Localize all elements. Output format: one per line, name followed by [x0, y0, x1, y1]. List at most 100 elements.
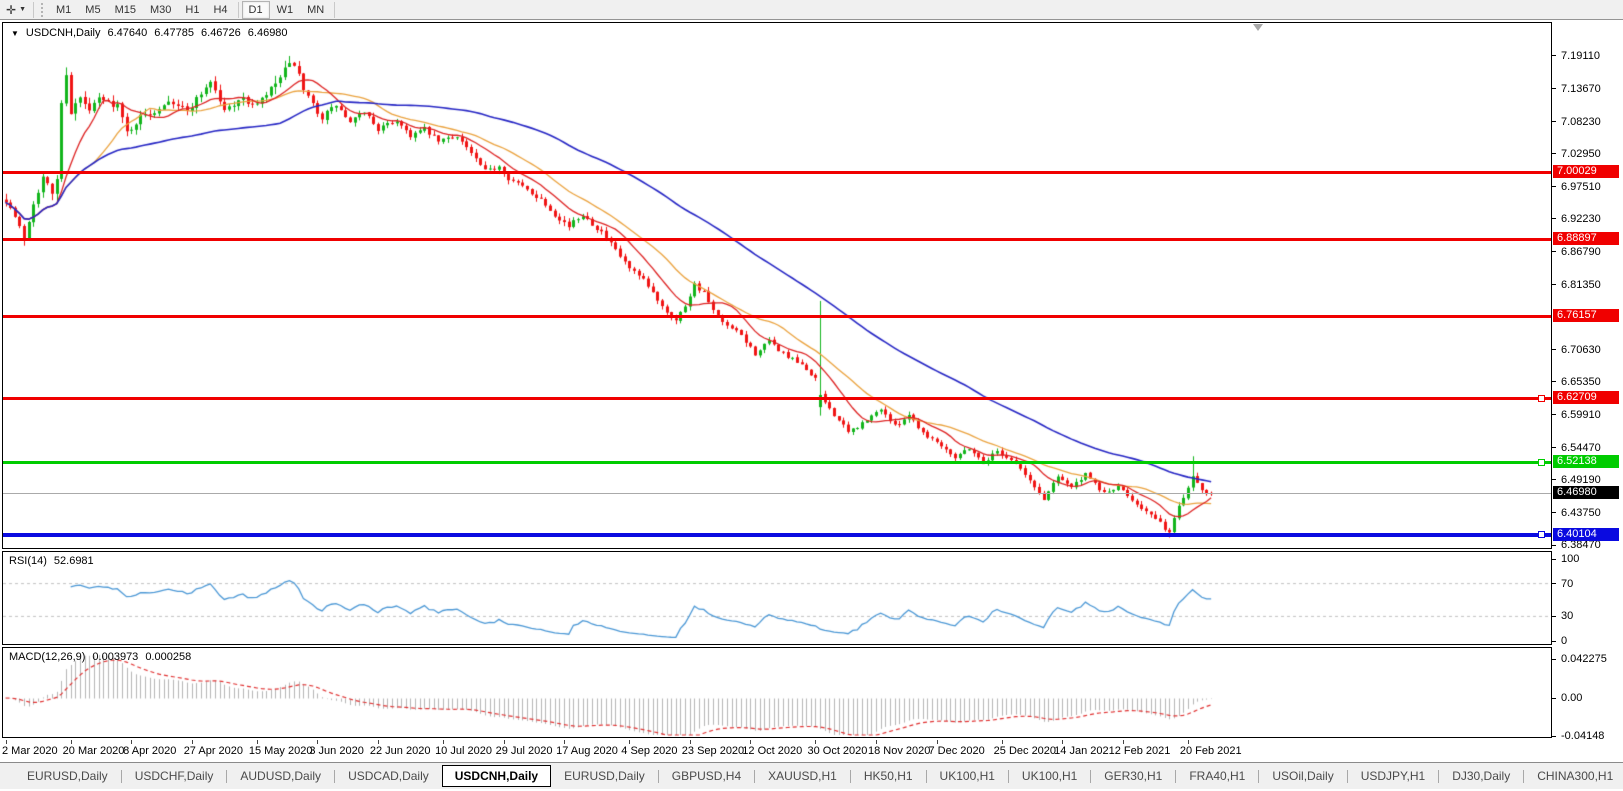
horizontal-level-line-6.88897[interactable]: [3, 238, 1551, 242]
price-axis-label: 6.81350: [1561, 278, 1601, 291]
toolbar-separator: [237, 1, 239, 18]
tab-separator: [1523, 769, 1525, 783]
time-axis-tick: [750, 740, 752, 744]
tab-audusd-daily[interactable]: AUDUSD,Daily: [240, 769, 322, 783]
line-drag-handle[interactable]: [1538, 394, 1545, 402]
time-axis-tick: [503, 740, 505, 744]
price-axis-label: 6.92230: [1561, 212, 1601, 225]
time-axis-tick: [443, 740, 445, 744]
chart-title: ▼ USDCNH,Daily 6.47640 6.47785 6.46726 6…: [11, 27, 288, 39]
tab-eurusd-daily[interactable]: EURUSD,Daily: [27, 769, 108, 783]
time-axis-label: 17 Aug 2020: [556, 745, 618, 757]
timeframe-button-M5[interactable]: M5: [85, 3, 101, 16]
ohlc-open: 6.47640: [107, 27, 148, 39]
chart-shift-marker[interactable]: [1253, 24, 1264, 31]
price-axis-tick: [1552, 414, 1556, 416]
tab-separator: [1258, 769, 1260, 783]
tab-uk100-h1[interactable]: UK100,H1: [939, 769, 995, 783]
time-axis-label: 20 Feb 2021: [1179, 745, 1242, 757]
tab-separator: [1346, 769, 1348, 783]
current-price-line: [3, 493, 1551, 495]
price-axis-label: 6.59910: [1561, 408, 1601, 421]
tab-dj30-daily[interactable]: DJ30,Daily: [1452, 769, 1511, 783]
time-scale-axis[interactable]: 2 Mar 2020 20 Mar 2020 8 Apr 2020 27 Apr 20…: [2, 740, 1552, 760]
horizontal-level-line-6.76157[interactable]: [3, 315, 1551, 319]
tab-gbpusd-h4[interactable]: GBPUSD,H4: [671, 769, 742, 783]
macd-main-value: 0.003973: [92, 651, 139, 663]
time-axis-tick: [377, 740, 379, 744]
tab-separator: [120, 769, 122, 783]
timeframe-button-H1[interactable]: H1: [185, 3, 200, 16]
time-axis-label: 23 Sep 2020: [681, 745, 745, 757]
macd-label: MACD(12,26,9) 0.003973 0.000258: [9, 651, 191, 663]
line-drag-handle[interactable]: [1538, 531, 1545, 539]
price-axis-label: 7.02950: [1561, 147, 1601, 160]
price-axis-tick: [1552, 88, 1556, 90]
tab-hk50-h1[interactable]: HK50,H1: [863, 769, 913, 783]
tab-separator: [334, 769, 336, 783]
rsi-chart-canvas[interactable]: [3, 552, 1551, 644]
tab-separator: [925, 769, 927, 783]
rsi-axis-label: 70: [1561, 577, 1574, 590]
tab-ger30-h1[interactable]: GER30,H1: [1104, 769, 1163, 783]
timeframe-button-M1[interactable]: M1: [56, 3, 72, 16]
crosshair-cursor-icon[interactable]: ✛: [6, 2, 17, 17]
time-axis-label: 25 Dec 2020: [993, 745, 1057, 757]
horizontal-level-line-7.00029[interactable]: [3, 170, 1551, 174]
price-scale-axis[interactable]: 7.19110 7.13670 7.08230 7.02950 6.97510 6.922…: [1552, 0, 1623, 742]
price-axis-label: 6.54470: [1561, 441, 1601, 454]
tab-usdcnh-daily[interactable]: USDCNH,Daily: [441, 765, 552, 787]
time-axis-tick: [256, 740, 258, 744]
candlestick-chart-canvas[interactable]: [3, 23, 1551, 548]
price-axis-label: 6.43750: [1561, 506, 1601, 519]
tab-separator: [1438, 769, 1440, 783]
cursor-dropdown-arrow-icon[interactable]: ▼: [19, 6, 26, 13]
tab-usdjpy-h1[interactable]: USDJPY,H1: [1360, 769, 1426, 783]
tab-separator: [657, 769, 659, 783]
time-axis-tick: [689, 740, 691, 744]
tab-usdcad-daily[interactable]: USDCAD,Daily: [348, 769, 429, 783]
price-axis-tick: [1552, 479, 1556, 481]
rsi-axis-label: 100: [1561, 553, 1580, 565]
tab-separator: [226, 769, 228, 783]
time-axis-label: 2 Feb 2021: [1114, 745, 1171, 757]
timeframe-button-MN[interactable]: MN: [307, 3, 325, 16]
tab-xauusd-h1[interactable]: XAUUSD,H1: [768, 769, 837, 783]
time-axis-tick: [317, 740, 319, 744]
tab-uk100-h1[interactable]: UK100,H1: [1021, 769, 1078, 783]
horizontal-level-line-6.52138[interactable]: [3, 459, 1551, 467]
macd-axis-tick: [1552, 697, 1556, 699]
tab-china300-h1[interactable]: CHINA300,H1: [1537, 769, 1614, 783]
line-drag-handle[interactable]: [1538, 459, 1545, 467]
tab-fra40-h1[interactable]: FRA40,H1: [1189, 769, 1246, 783]
tab-eurusd-daily[interactable]: EURUSD,Daily: [564, 769, 645, 783]
time-axis-tick: [1001, 740, 1003, 744]
timeframe-button-M15[interactable]: M15: [114, 3, 136, 16]
time-axis-tick: [815, 740, 817, 744]
macd-chart-canvas[interactable]: [3, 648, 1551, 737]
tab-usdchf-daily[interactable]: USDCHF,Daily: [134, 769, 214, 783]
horizontal-level-line-6.40104[interactable]: [3, 531, 1551, 539]
price-axis-label: 6.70630: [1561, 343, 1601, 356]
time-axis-label: 20 Mar 2020: [62, 745, 125, 757]
time-axis-tick: [936, 740, 938, 744]
price-axis-label: 6.38470: [1561, 539, 1601, 551]
tab-separator: [1090, 769, 1092, 783]
time-axis-tick: [131, 740, 133, 744]
tab-usoil-daily[interactable]: USOil,Daily: [1272, 769, 1334, 783]
timeframe-button-W1[interactable]: W1: [276, 3, 294, 16]
timeframe-button-H4[interactable]: H4: [213, 3, 228, 16]
timeframe-button-M30[interactable]: M30: [149, 3, 172, 16]
horizontal-level-line-6.62709[interactable]: [3, 394, 1551, 402]
ohlc-close: 6.46980: [247, 27, 288, 39]
macd-indicator-panel: MACD(12,26,9) 0.003973 0.000258: [2, 647, 1552, 738]
chart-collapse-arrow-icon[interactable]: ▼: [11, 28, 19, 38]
toolbar-drag-handle[interactable]: [41, 2, 43, 17]
price-axis-label: 6.49190: [1561, 473, 1601, 486]
time-axis-label: 3 Jun 2020: [309, 745, 364, 757]
price-axis-tick: [1552, 381, 1556, 383]
price-axis-label: 6.65350: [1561, 375, 1601, 388]
chart-symbol-label: USDCNH,Daily: [25, 27, 101, 39]
timeframe-button-D1[interactable]: D1: [241, 0, 270, 19]
price-axis-tick: [1552, 153, 1556, 155]
